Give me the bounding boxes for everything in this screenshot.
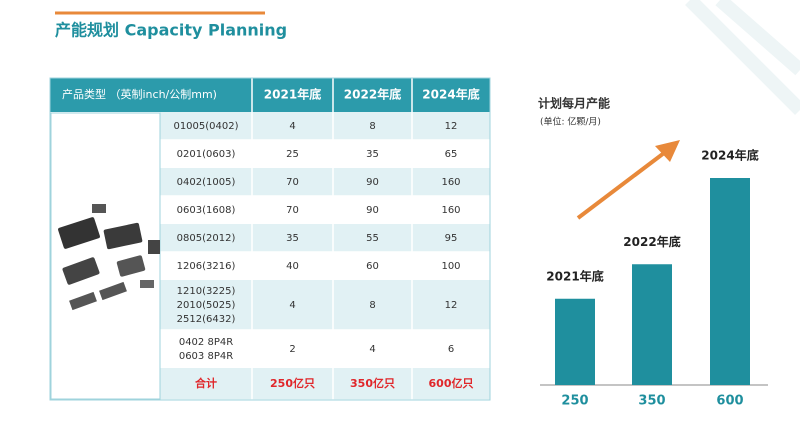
total-value: 250亿只 [270, 376, 315, 390]
size-label: 0402 8P4R [179, 337, 233, 348]
cell-value: 4 [369, 344, 375, 355]
size-label: 0402(1005) [177, 177, 236, 188]
table-row [160, 368, 490, 400]
cell-value: 160 [441, 177, 460, 188]
table-row [160, 196, 490, 224]
chart: 计划每月产能 (单位: 亿颗/月) 2021年底 250 2022年底 350 2024… [538, 96, 768, 409]
size-label: 0603 8P4R [179, 351, 233, 362]
trend-arrow [576, 148, 670, 220]
cell-value: 55 [366, 233, 379, 244]
table-row [160, 252, 490, 280]
category-label: 2022年底 [623, 234, 680, 249]
product-image [50, 112, 161, 400]
table-row [160, 224, 490, 252]
bar [632, 264, 672, 385]
size-label: 2010(5025) [177, 300, 236, 311]
decoration [685, 0, 800, 115]
category-label: 2024年底 [701, 148, 758, 163]
cell-value: 4 [289, 300, 295, 311]
cell-value: 160 [441, 205, 460, 216]
cell-value: 70 [286, 205, 299, 216]
size-label: 2512(6432) [177, 314, 236, 325]
cell-value: 8 [369, 121, 375, 132]
column-header: 2024年底 [422, 87, 479, 102]
table-row [160, 140, 490, 168]
table-row [160, 112, 490, 140]
page-title: 产能规划 Capacity Planning [55, 21, 287, 40]
total-value: 350亿只 [350, 376, 395, 390]
cell-value: 8 [369, 300, 375, 311]
header-row [50, 78, 490, 112]
trend-arrow-head [655, 140, 680, 162]
cell-value: 6 [448, 344, 454, 355]
cell-value: 12 [445, 300, 458, 311]
cell-value: 70 [286, 177, 299, 188]
cell-value: 35 [366, 149, 379, 160]
value-label: 350 [638, 394, 665, 409]
size-label: 1206(3216) [177, 261, 236, 272]
column-header: 2022年底 [344, 87, 401, 102]
total-label: 合计 [195, 376, 217, 390]
cell-value: 95 [445, 233, 458, 244]
bar [555, 298, 595, 385]
table-row [160, 330, 490, 368]
cell-value: 12 [445, 121, 458, 132]
size-label: 0201(0603) [177, 149, 236, 160]
size-label: 0805(2012) [177, 233, 236, 244]
cell-value: 90 [366, 177, 379, 188]
cell-value: 25 [286, 149, 299, 160]
size-label: 01005(0402) [173, 121, 238, 132]
table-row [160, 280, 490, 330]
cell-value: 35 [286, 233, 299, 244]
cell-value: 4 [289, 121, 295, 132]
cell-value: 40 [286, 261, 299, 272]
cell-value: 2 [289, 344, 295, 355]
cell-value: 90 [366, 205, 379, 216]
category-label: 2021年底 [546, 268, 603, 283]
table: 产品类型 （英制inch/公制mm) 2021年底 2022年底 2024年底 0100… [49, 77, 491, 401]
column-header: 2021年底 [264, 87, 321, 102]
table-border [49, 77, 491, 401]
size-label: 0603(1608) [177, 205, 236, 216]
cell-value: 60 [366, 261, 379, 272]
bar [710, 178, 750, 385]
table-row [160, 168, 490, 196]
value-label: 250 [561, 394, 588, 409]
chart-title: 计划每月产能 [538, 96, 610, 111]
cell-value: 65 [445, 149, 458, 160]
size-label: 1210(3225) [177, 286, 236, 297]
value-label: 600 [716, 394, 743, 409]
column-header: 产品类型 （英制inch/公制mm) [62, 87, 217, 101]
total-value: 600亿只 [429, 376, 474, 390]
cell-value: 100 [441, 261, 460, 272]
chart-subtitle: (单位: 亿颗/月) [540, 116, 601, 128]
